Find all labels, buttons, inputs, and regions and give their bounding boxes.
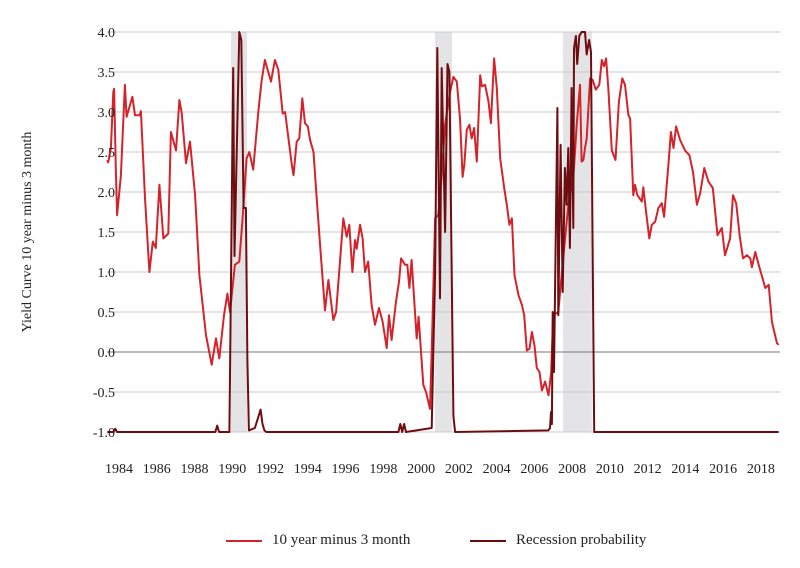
x-tick-label: 1998 xyxy=(369,462,397,477)
y-tick-label: 3.5 xyxy=(98,66,116,81)
x-tick-label: 1984 xyxy=(105,462,133,477)
y-tick-label: 1.0 xyxy=(98,266,116,281)
legend-swatch-spread xyxy=(226,539,262,542)
x-tick-label: 2010 xyxy=(596,462,624,477)
legend-item-probability: Recession probability xyxy=(470,532,646,549)
series-lines xyxy=(106,31,780,433)
x-tick-label: 1992 xyxy=(256,462,284,477)
legend-label-spread: 10 year minus 3 month xyxy=(272,532,411,548)
series-line-recession-probability xyxy=(107,31,779,433)
x-tick-label: 2016 xyxy=(709,462,737,477)
x-tick-label: 1988 xyxy=(181,462,209,477)
y-axis-ticks: -1.0 -0.5 0.0 0.5 1.0 1.5 2.0 2.5 3.0 3.5 4.0 xyxy=(93,26,115,441)
legend: 10 year minus 3 month Recession probabil… xyxy=(0,532,800,552)
series-line-spread xyxy=(106,57,780,410)
x-tick-label: 2012 xyxy=(634,462,662,477)
x-tick-label: 2004 xyxy=(483,462,511,477)
x-tick-label: 1994 xyxy=(294,462,322,477)
x-tick-label: 2008 xyxy=(558,462,586,477)
legend-swatch-probability xyxy=(470,539,506,542)
legend-label-probability: Recession probability xyxy=(516,532,647,548)
y-tick-label: 1.5 xyxy=(98,226,116,241)
y-tick-label: 3.0 xyxy=(98,106,116,121)
x-tick-label: 2014 xyxy=(671,462,699,477)
x-tick-label: 2002 xyxy=(445,462,473,477)
y-tick-label: -1.0 xyxy=(93,426,115,441)
x-axis-ticks: 1984 1986 1988 1990 1992 1994 1996 1998 2000 2002… xyxy=(105,462,775,477)
x-tick-label: 1990 xyxy=(218,462,246,477)
recession-shading-layer xyxy=(230,32,592,432)
y-axis-title: Yield Curve 10 year minus 3 month xyxy=(20,132,35,333)
x-tick-label: 1986 xyxy=(143,462,171,477)
y-tick-label: 4.0 xyxy=(98,26,116,41)
x-tick-label: 2018 xyxy=(747,462,775,477)
x-tick-label: 2006 xyxy=(520,462,548,477)
y-tick-label: 0.5 xyxy=(98,306,116,321)
legend-item-spread: 10 year minus 3 month xyxy=(226,532,410,549)
y-tick-label: 2.0 xyxy=(98,186,116,201)
y-tick-label: 0.0 xyxy=(98,346,116,361)
x-tick-label: 2000 xyxy=(407,462,435,477)
x-tick-label: 1996 xyxy=(332,462,360,477)
y-tick-label: 2.5 xyxy=(98,146,116,161)
y-tick-label: -0.5 xyxy=(93,386,115,401)
